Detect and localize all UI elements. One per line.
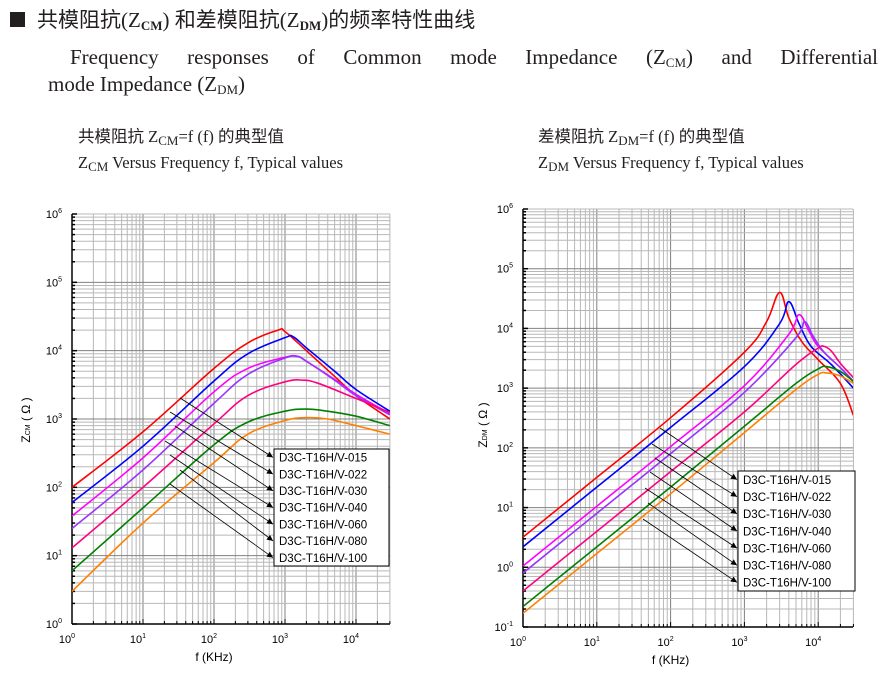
cm-y-axis-label: ZCM ( Ω ) <box>19 397 33 442</box>
legend-arrow-head-icon <box>266 551 273 558</box>
x-tick-label: 103 <box>272 633 288 646</box>
legend-arrow-head-icon <box>266 501 273 508</box>
legend-arrow-line <box>659 427 738 480</box>
legend-arrow-line <box>642 518 738 583</box>
x-tick-label: 103 <box>731 636 747 649</box>
cm-chart-title: 共模阻抗 ZCM=f (f) 的典型值 ZCM Versus Frequency… <box>78 127 344 174</box>
legend-arrow-head-icon <box>730 491 737 497</box>
legend-arrow-head-icon <box>730 507 737 514</box>
dm-x-axis-label: f (KHz) <box>652 653 689 667</box>
legend-entry: D3C-T16H/V-100 <box>279 553 367 565</box>
x-tick-label: 102 <box>201 633 217 646</box>
series-line-d3c-t16h-v-040 <box>523 320 853 574</box>
legend-box <box>273 448 390 567</box>
legend-entry: D3C-T16H/V-080 <box>743 561 831 573</box>
series-line-d3c-t16h-v-080 <box>72 408 390 572</box>
y-tick-label: 100 <box>46 618 62 631</box>
cm-legend: D3C-T16H/V-015 D3C-T16H/V-022 D3C-T16H/V-0… <box>164 397 390 567</box>
legend-entry: D3C-T16H/V-015 <box>279 453 367 465</box>
legend-arrow-head-icon <box>266 484 273 491</box>
legend-arrow-line <box>179 469 274 542</box>
y-tick-label: 103 <box>497 382 513 395</box>
heading-text: 共模阻抗(ZCM) 和差模阻抗(ZDM)的频率特性曲线 <box>37 8 476 33</box>
y-tick-label: 10-1 <box>495 621 514 634</box>
legend-arrow-line <box>169 411 274 475</box>
legend-arrow-head-icon <box>730 559 737 566</box>
y-tick-label: 101 <box>497 502 513 515</box>
y-tick-label: 102 <box>46 481 62 494</box>
y-tick-label: 105 <box>46 276 62 289</box>
cm-chart: 100 101 102 103 104 100 101 102 103 104 105 106 f (K… <box>19 208 391 664</box>
y-tick-label: 104 <box>46 345 62 358</box>
legend-entry: D3C-T16H/V-100 <box>743 578 831 590</box>
cm-x-axis-label: f (KHz) <box>195 650 232 664</box>
legend-entry: D3C-T16H/V-080 <box>279 536 367 548</box>
series-line-d3c-t16h-v-040 <box>72 355 390 530</box>
dm-y-axis-label: ZDM ( Ω ) <box>476 402 490 447</box>
series-line-d3c-t16h-v-100 <box>72 416 390 592</box>
legend-arrow-line <box>169 483 274 558</box>
x-tick-label: 104 <box>805 636 821 649</box>
bullet-square-icon <box>10 11 25 27</box>
legend-entry: D3C-T16H/V-022 <box>743 492 831 504</box>
series-line-d3c-t16h-v-015 <box>523 291 853 538</box>
legend-arrow-head-icon <box>266 468 273 475</box>
legend-arrow-line <box>649 471 738 532</box>
x-tick-label: 101 <box>584 636 600 649</box>
legend-entry: D3C-T16H/V-040 <box>743 526 831 538</box>
legend-arrow-head-icon <box>730 525 737 531</box>
y-tick-label: 103 <box>46 413 62 426</box>
dm-chart-title: 差模阻抗 ZDM=f (f) 的典型值 ZDM Versus Frequency… <box>538 127 804 174</box>
legend-arrow-head-icon <box>266 518 273 525</box>
legend-arrow-head-icon <box>730 576 737 583</box>
series-line-d3c-t16h-v-060 <box>523 344 853 592</box>
legend-arrow-line <box>164 440 274 508</box>
legend-arrow-head-icon <box>266 534 273 541</box>
y-tick-label: 104 <box>497 322 513 335</box>
y-tick-label: 100 <box>497 561 513 574</box>
legend-entry: D3C-T16H/V-040 <box>279 503 367 515</box>
y-tick-label: 102 <box>497 442 513 455</box>
legend-arrow-head-icon <box>730 542 737 549</box>
legend-arrow-head-icon <box>730 473 737 480</box>
series-line-d3c-t16h-v-100 <box>523 371 853 614</box>
legend-arrow-line <box>169 454 274 525</box>
y-tick-label: 105 <box>497 263 513 276</box>
series-line-d3c-t16h-v-022 <box>72 334 390 504</box>
dm-chart: 100 101 102 103 104 10-1 100 101 102 103 104 105 106… <box>476 203 856 667</box>
legend-entry: D3C-T16H/V-060 <box>743 543 831 555</box>
legend-arrow-head-icon <box>266 451 273 458</box>
y-tick-label: 106 <box>46 208 62 221</box>
legend-box <box>737 470 856 592</box>
x-tick-label: 100 <box>510 636 526 649</box>
page-heading: 共模阻抗(ZCM) 和差模阻抗(ZDM)的频率特性曲线 <box>10 4 475 34</box>
legend-entry: D3C-T16H/V-015 <box>743 475 831 487</box>
series-line-d3c-t16h-v-022 <box>523 300 853 548</box>
x-tick-label: 100 <box>59 633 75 646</box>
x-tick-label: 104 <box>343 633 359 646</box>
legend-arrow-line <box>651 443 738 498</box>
dm-legend: D3C-T16H/V-015 D3C-T16H/V-022 D3C-T16H/V-0… <box>642 427 856 592</box>
legend-entry: D3C-T16H/V-022 <box>279 469 367 481</box>
x-tick-label: 102 <box>658 636 674 649</box>
legend-arrow-line <box>654 457 738 515</box>
legend-arrow-line <box>647 502 738 566</box>
legend-arrow-line <box>644 487 738 549</box>
series-line-d3c-t16h-v-060 <box>72 379 390 549</box>
x-tick-label: 101 <box>130 633 146 646</box>
y-tick-label: 106 <box>497 203 513 216</box>
legend-arrow-line <box>179 397 274 458</box>
series-line-d3c-t16h-v-080 <box>523 365 853 608</box>
legend-entry: D3C-T16H/V-060 <box>279 519 367 531</box>
legend-arrow-line <box>174 425 274 492</box>
legend-entry: D3C-T16H/V-030 <box>743 509 831 521</box>
y-tick-label: 101 <box>46 550 62 563</box>
english-subtitle: Frequency responses of Common mode Impedance(… <box>48 45 878 97</box>
legend-entry: D3C-T16H/V-030 <box>279 486 367 498</box>
